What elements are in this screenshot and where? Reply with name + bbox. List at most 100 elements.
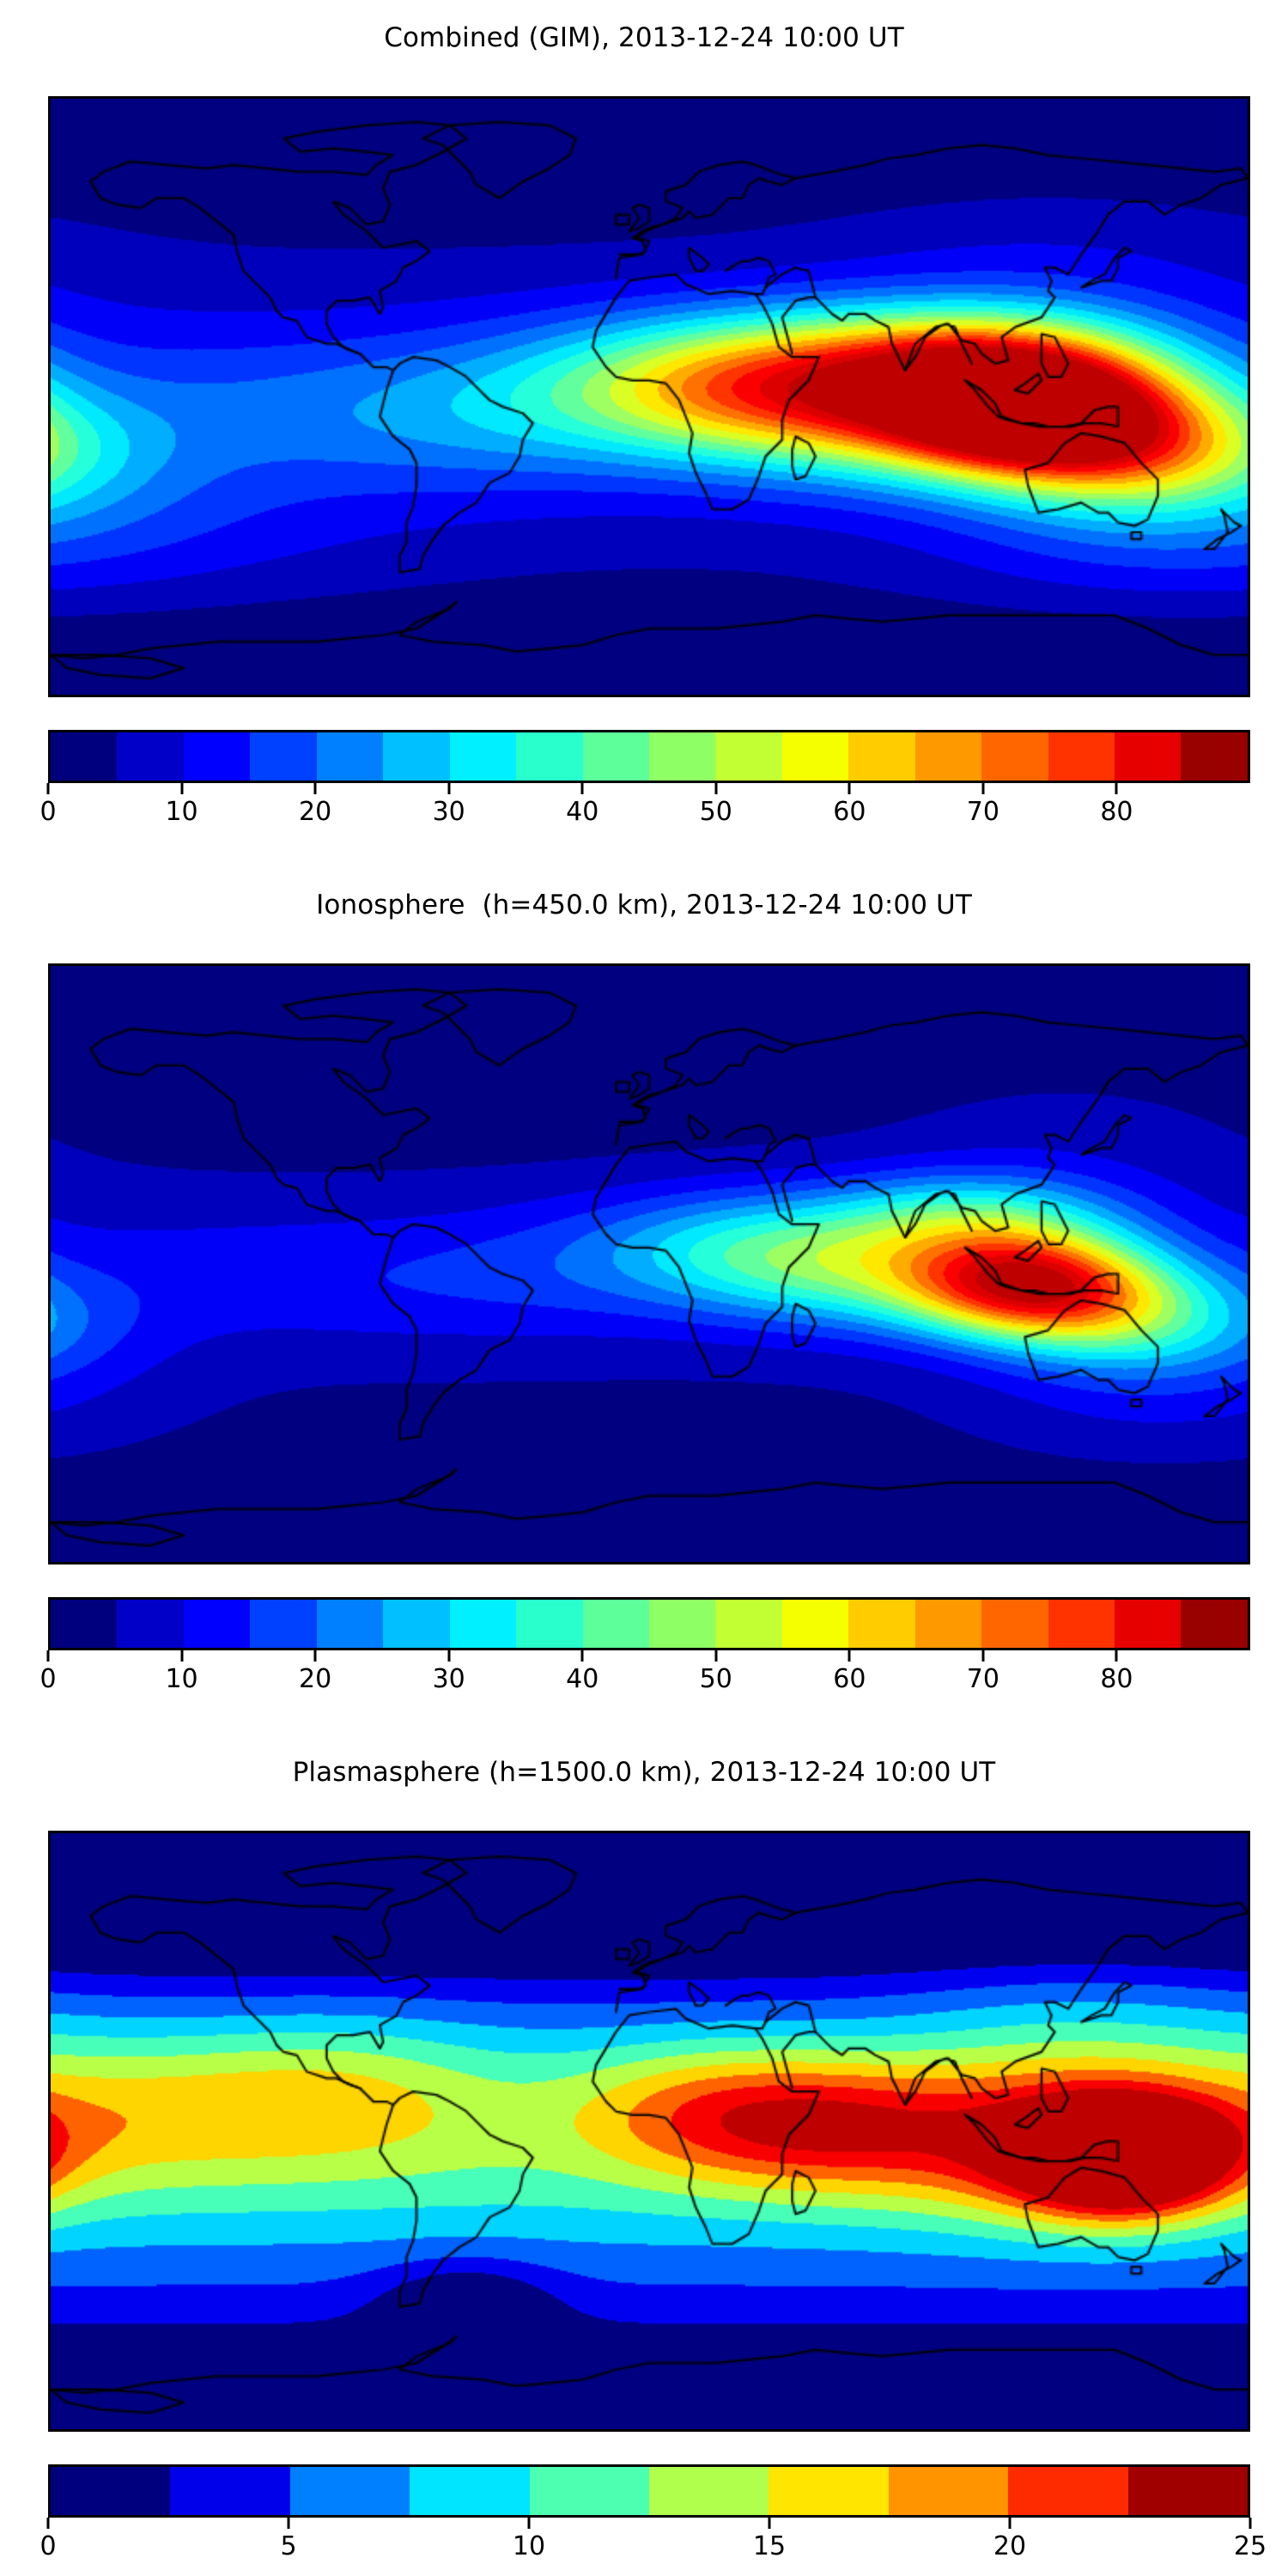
colorbar-swatch [383,1600,450,1648]
panel-title-combined: Combined (GIM), 2013-12-24 10:00 UT [384,22,904,53]
colorbar-swatch [1048,732,1115,781]
colorbar-tick-label: 0 [39,2531,57,2561]
colorbar-ionosphere: 0 10 20 30 40 50 60 70 80 [39,1597,1250,1694]
map-canvas-plasmasphere [51,1833,1248,2429]
colorbar-swatch [51,732,118,781]
colorbar-tick [580,1650,584,1662]
colorbar-tick-label: 30 [432,1664,465,1694]
colorbar-tick-label: 20 [299,1664,332,1694]
colorbar-tick-label: 0 [39,1664,57,1694]
colorbar-swatch [449,732,517,781]
colorbar-tick [1115,1650,1118,1662]
colorbar-swatch [170,2467,290,2515]
colorbar-swatch [316,1600,384,1648]
colorbar-tick [1008,2518,1012,2529]
colorbar-swatch [781,1600,849,1648]
colorbar-swatch [1115,1600,1182,1648]
colorbar-swatch [715,732,782,781]
colorbar-swatch [516,1600,583,1648]
colorbar-swatch [51,2467,171,2515]
colorbar-combined: 0 10 20 30 40 50 60 70 80 [39,730,1250,827]
colorbar-swatch [117,732,184,781]
colorbar-tick-label: 40 [566,1664,599,1694]
colorbar-swatch [1181,1600,1248,1648]
colorbar-gradient-ionosphere [48,1597,1250,1650]
colorbar-tick [714,783,718,794]
colorbar-tick [46,2518,50,2529]
colorbar-tick-label: 30 [432,797,465,827]
colorbar-tick-label: 60 [833,797,866,827]
panel-plasmasphere: Plasmasphere (h=1500.0 km), 2013-12-24 1… [0,1735,1288,2576]
colorbar-swatch [648,732,716,781]
colorbar-swatch [1181,732,1248,781]
colorbar-swatch [848,732,915,781]
colorbar-swatch [715,1600,782,1648]
panel-title-plasmasphere: Plasmasphere (h=1500.0 km), 2013-12-24 1… [292,1757,996,1788]
colorbar-swatch [383,732,450,781]
colorbar-swatch [183,1600,251,1648]
colorbar-tick [180,1650,184,1662]
colorbar-swatch [781,732,849,781]
colorbar-tick-label: 70 [966,1664,999,1694]
colorbar-swatch [981,1600,1048,1648]
colorbar-gradient-plasmasphere [48,2464,1250,2518]
map-canvas-combined [51,99,1248,695]
colorbar-swatch [649,2467,769,2515]
colorbar-swatch [183,732,251,781]
colorbar-tick [527,2518,531,2529]
colorbar-tick-label: 0 [39,797,57,827]
colorbar-swatch [250,1600,317,1648]
colorbar-tick-label: 60 [833,1664,866,1694]
colorbar-tick [1249,2518,1252,2529]
colorbar-tick [848,783,851,794]
colorbar-tick [1115,783,1118,794]
colorbar-tick [46,783,50,794]
colorbar-tick [46,1650,50,1662]
colorbar-tick-label: 20 [993,2531,1027,2561]
colorbar-tick-label: 20 [299,797,332,827]
panel-title-ionosphere: Ionosphere (h=450.0 km), 2013-12-24 10:0… [316,890,972,920]
colorbar-tick [287,2518,290,2529]
colorbar-swatch [914,732,982,781]
colorbar-tick [848,1650,851,1662]
colorbar-tick-label: 5 [280,2531,297,2561]
colorbar-tick [447,783,451,794]
colorbar-tick-label: 15 [752,2531,787,2561]
panel-combined: Combined (GIM), 2013-12-24 10:00 UT 0 10 2… [0,0,1288,876]
colorbar-swatch [1127,2467,1249,2515]
colorbar-swatch [1008,2467,1128,2515]
colorbar-swatch [516,732,583,781]
colorbar-swatch [449,1600,517,1648]
colorbar-swatch [582,1600,649,1648]
colorbar-tick [447,1650,451,1662]
colorbar-swatch [117,1600,184,1648]
colorbar-tick-label: 40 [566,797,599,827]
colorbar-swatch [250,732,317,781]
colorbar-tick-label: 10 [512,2531,546,2561]
colorbar-tick-label: 80 [1100,797,1133,827]
colorbar-swatch [529,2467,650,2515]
colorbar-swatch [769,2467,889,2515]
colorbar-gradient-combined [48,730,1250,783]
colorbar-tick-label: 25 [1233,2531,1267,2561]
colorbar-swatch [981,732,1048,781]
colorbar-swatch [410,2467,530,2515]
colorbar-swatch [914,1600,982,1648]
colorbar-swatch [888,2467,1009,2515]
colorbar-tick-label: 10 [165,797,198,827]
map-axes-plasmasphere [48,1831,1250,2432]
colorbar-tick-label: 80 [1100,1664,1133,1694]
colorbar-tick [714,1650,718,1662]
colorbar-tick [981,783,985,794]
colorbar-tick [180,783,184,794]
colorbar-swatch [316,732,384,781]
colorbar-swatch [289,2467,410,2515]
colorbar-swatch [582,732,649,781]
colorbar-tick [313,783,317,794]
map-axes-ionosphere [48,963,1250,1564]
colorbar-tick-label: 70 [966,797,999,827]
colorbar-tick [981,1650,985,1662]
colorbar-swatch [51,1600,118,1648]
colorbar-plasmasphere: 0 5 10 15 20 25 [39,2464,1267,2561]
